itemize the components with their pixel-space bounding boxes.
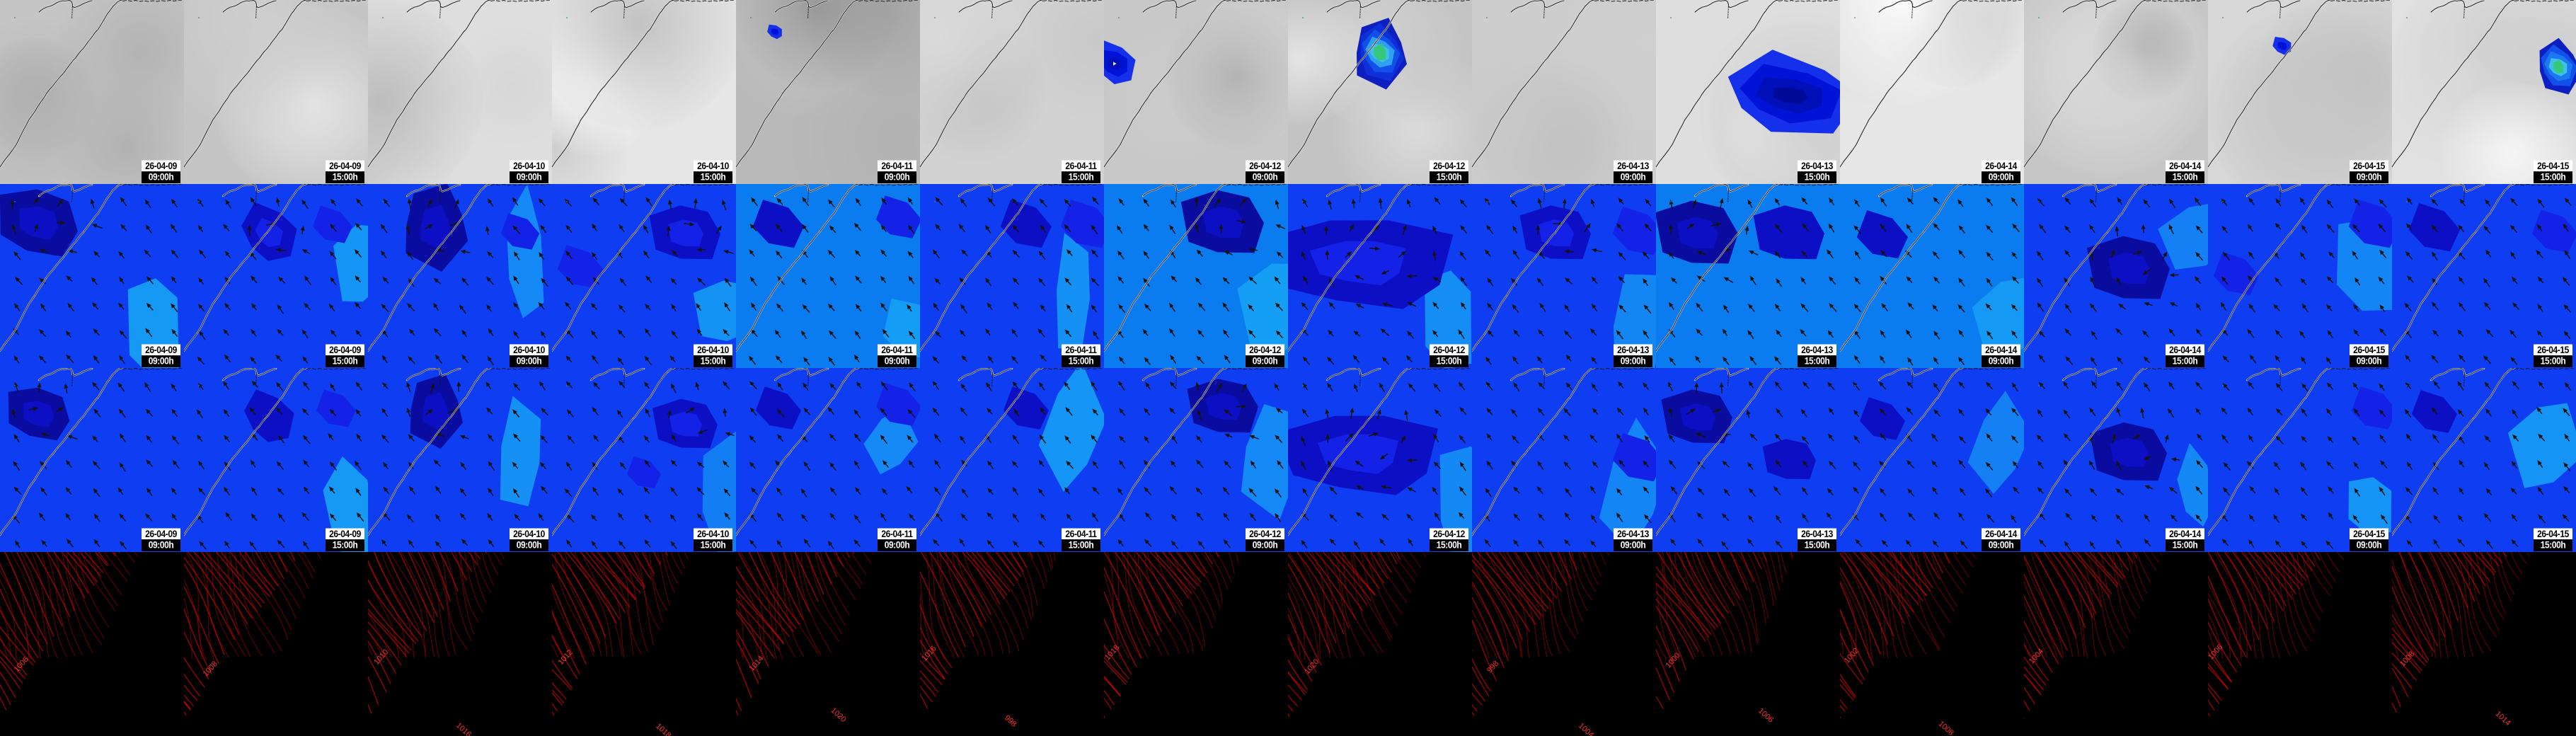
svg-text:1016: 1016 xyxy=(920,644,938,662)
svg-text:1006: 1006 xyxy=(13,655,30,674)
svg-text:1010: 1010 xyxy=(372,648,390,667)
svg-text:1018: 1018 xyxy=(654,722,672,736)
svg-text:1016: 1016 xyxy=(454,721,473,736)
svg-text:1008: 1008 xyxy=(202,660,219,678)
svg-text:1004: 1004 xyxy=(1577,722,1595,736)
svg-text:1014: 1014 xyxy=(2494,710,2512,728)
svg-text:1006: 1006 xyxy=(1756,706,1775,724)
svg-text:1020: 1020 xyxy=(829,706,847,724)
svg-text:998: 998 xyxy=(1003,713,1018,728)
svg-text:1002: 1002 xyxy=(1843,647,1861,665)
svg-text:1000: 1000 xyxy=(1664,651,1681,669)
svg-text:1008: 1008 xyxy=(1937,720,1955,736)
svg-text:1020: 1020 xyxy=(1303,657,1321,676)
